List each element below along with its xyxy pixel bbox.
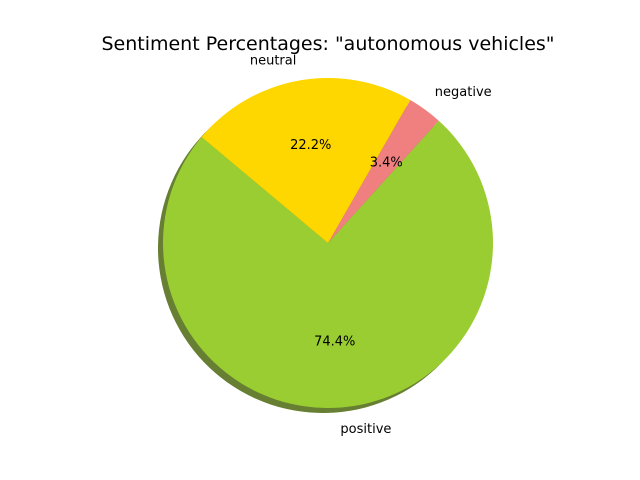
slice-percent-neutral: 22.2% <box>290 138 331 153</box>
slice-label-positive: positive <box>340 422 391 437</box>
slice-percent-positive: 74.4% <box>314 334 355 349</box>
slice-negative <box>328 99 439 243</box>
pie-slices <box>162 78 493 409</box>
slice-percent-negative: 3.4% <box>370 155 403 170</box>
slice-positive <box>162 120 493 409</box>
slice-label-negative: negative <box>435 85 492 100</box>
slice-neutral <box>201 78 411 243</box>
chart-title: Sentiment Percentages: "autonomous vehic… <box>101 33 554 55</box>
pie-labels: positive 74.4% negative 3.4% neutral 22.2% <box>250 53 492 437</box>
slice-label-neutral: neutral <box>250 53 297 68</box>
